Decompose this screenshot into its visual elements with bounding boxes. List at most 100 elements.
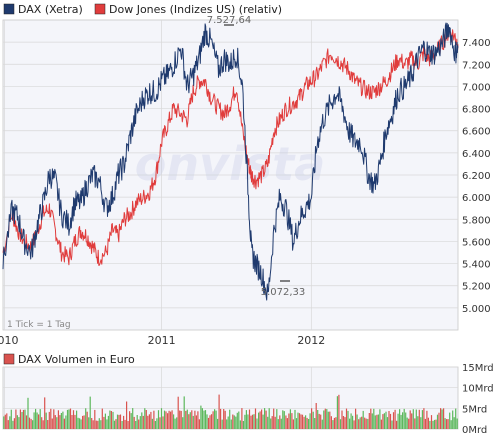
volume-bar: [265, 410, 267, 429]
volume-bar: [350, 413, 352, 429]
volume-bar: [349, 418, 351, 429]
volume-bar: [292, 419, 294, 429]
volume-bar: [365, 418, 367, 429]
volume-bar: [115, 419, 117, 429]
volume-bar: [116, 414, 119, 429]
volume-bar: [151, 418, 153, 429]
volume-bar: [391, 420, 393, 429]
volume-bar: [423, 408, 425, 429]
volume-bar: [209, 415, 211, 429]
volume-bar: [150, 411, 152, 429]
volume-bar: [159, 417, 161, 429]
volume-bar: [327, 411, 329, 429]
volume-bar: [165, 411, 167, 429]
volume-bar: [338, 394, 340, 429]
min-label: 5.072,33: [261, 287, 306, 298]
volume-bar: [399, 409, 401, 429]
volume-bar: [341, 410, 343, 429]
volume-bar: [264, 408, 266, 429]
volume-bar: [236, 412, 238, 429]
y-tick-label: 5.800: [462, 215, 491, 226]
volume-bar: [89, 396, 91, 429]
volume-bar: [235, 416, 237, 429]
volume-bar: [298, 413, 301, 429]
volume-bar: [233, 415, 235, 429]
volume-y-axis: 0Mrd 5Mrd 10Mrd 15Mrd: [462, 363, 494, 436]
volume-bar: [97, 420, 99, 429]
volume-bar: [218, 394, 220, 429]
x-tick-label: 2011: [148, 334, 176, 347]
volume-bar: [368, 413, 370, 429]
volume-bar: [424, 418, 426, 429]
volume-bar: [361, 416, 363, 429]
volume-bar: [56, 417, 58, 429]
volume-bar: [270, 418, 272, 429]
volume-bar: [452, 410, 454, 429]
volume-bar: [276, 409, 278, 429]
volume-bar: [347, 410, 349, 429]
volume-bar: [258, 412, 260, 429]
volume-bar: [403, 408, 405, 429]
volume-bar: [36, 412, 38, 429]
volume-bar: [274, 416, 276, 429]
volume-bar: [223, 409, 225, 429]
volume-bar: [446, 419, 448, 429]
volume-bar: [54, 415, 56, 429]
volume-bar: [435, 419, 437, 429]
volume-bar: [160, 408, 163, 429]
volume-bar: [66, 409, 69, 429]
volume-bar: [45, 412, 47, 429]
volume-bar: [41, 417, 43, 429]
volume-bar: [248, 409, 251, 429]
volume-bar: [402, 412, 404, 429]
volume-bar: [173, 414, 175, 429]
volume-bar: [39, 409, 41, 429]
min-annotation: 5.072,33: [261, 280, 306, 298]
volume-bar: [214, 409, 216, 429]
volume-bar: [294, 409, 296, 429]
volume-bars: [3, 394, 458, 429]
volume-bar: [221, 419, 223, 429]
volume-bar: [95, 420, 97, 429]
volume-bar: [94, 409, 96, 429]
volume-bar: [301, 414, 304, 429]
legend-swatch-dax: [3, 3, 15, 15]
volume-bar: [110, 411, 112, 429]
volume-bar: [30, 418, 32, 429]
volume-bar: [224, 410, 226, 429]
volume-bar: [356, 414, 358, 429]
x-tick-label: 2012: [297, 334, 325, 347]
volume-bar: [38, 414, 40, 429]
volume-bar: [144, 408, 146, 429]
volume-bar: [25, 415, 28, 429]
volume-bar: [367, 418, 369, 429]
volume-bar: [188, 414, 190, 429]
y-tick-label: 7.000: [462, 82, 491, 93]
volume-bar: [261, 409, 263, 429]
volume-bar: [453, 417, 455, 429]
volume-bar: [396, 420, 398, 429]
volume-bar: [239, 420, 241, 429]
y-tick-label: 6.800: [462, 105, 491, 116]
volume-bar: [449, 412, 451, 429]
volume-bar: [163, 410, 166, 429]
volume-bar: [371, 413, 373, 429]
y-tick-label: 5.000: [462, 304, 491, 315]
volume-bar: [456, 418, 458, 429]
volume-bar: [22, 409, 25, 429]
volume-bar: [18, 417, 20, 429]
volume-bar: [311, 408, 313, 429]
volume-bar: [76, 410, 78, 429]
volume-bar: [176, 417, 178, 429]
volume-bar: [359, 417, 361, 429]
volume-bar: [251, 414, 254, 429]
max-annotation: 7.527,64: [207, 15, 252, 26]
volume-bar: [339, 419, 342, 429]
volume-bar: [168, 410, 170, 429]
volume-bar: [191, 410, 193, 429]
volume-bar: [455, 408, 457, 429]
volume-bar: [232, 414, 234, 429]
volume-bar: [262, 414, 264, 429]
volume-bar: [53, 409, 55, 429]
volume-bar: [100, 420, 102, 429]
